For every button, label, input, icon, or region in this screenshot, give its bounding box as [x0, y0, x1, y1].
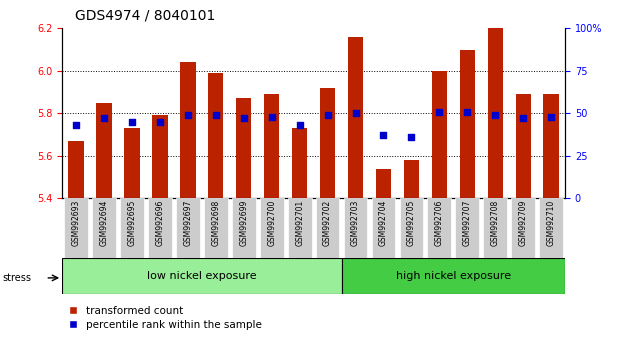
FancyBboxPatch shape	[371, 198, 396, 258]
Point	[518, 115, 528, 121]
Point	[71, 122, 81, 128]
Text: GSM992695: GSM992695	[127, 200, 137, 246]
Bar	[404, 160, 419, 198]
Point	[350, 110, 360, 116]
Text: GSM992699: GSM992699	[239, 200, 248, 246]
Point	[294, 122, 304, 128]
Bar	[543, 94, 559, 198]
FancyBboxPatch shape	[120, 198, 144, 258]
FancyBboxPatch shape	[342, 258, 565, 294]
Point	[266, 114, 276, 120]
FancyBboxPatch shape	[92, 198, 116, 258]
Text: GDS4974 / 8040101: GDS4974 / 8040101	[75, 9, 215, 23]
Text: stress: stress	[2, 273, 32, 283]
Bar	[68, 141, 84, 198]
FancyBboxPatch shape	[399, 198, 424, 258]
Bar	[292, 128, 307, 198]
FancyBboxPatch shape	[288, 198, 312, 258]
Point	[183, 112, 193, 118]
Bar	[152, 115, 168, 198]
Bar	[460, 50, 475, 198]
Point	[406, 134, 416, 140]
FancyBboxPatch shape	[483, 198, 507, 258]
Text: GSM992693: GSM992693	[71, 200, 81, 246]
Text: high nickel exposure: high nickel exposure	[396, 271, 511, 281]
Text: GSM992707: GSM992707	[463, 200, 472, 246]
FancyBboxPatch shape	[64, 198, 88, 258]
Point	[462, 109, 472, 114]
FancyBboxPatch shape	[176, 198, 200, 258]
Text: GSM992696: GSM992696	[155, 200, 165, 246]
Point	[155, 119, 165, 125]
FancyBboxPatch shape	[539, 198, 563, 258]
Point	[211, 112, 220, 118]
Bar	[124, 128, 140, 198]
FancyBboxPatch shape	[455, 198, 479, 258]
Bar	[487, 28, 503, 198]
Bar	[208, 73, 224, 198]
Bar	[96, 103, 112, 198]
Point	[434, 109, 444, 114]
FancyBboxPatch shape	[148, 198, 172, 258]
FancyBboxPatch shape	[232, 198, 256, 258]
Bar	[515, 94, 531, 198]
Bar	[348, 37, 363, 198]
FancyBboxPatch shape	[343, 198, 368, 258]
FancyBboxPatch shape	[62, 258, 342, 294]
Bar	[432, 71, 447, 198]
Text: GSM992706: GSM992706	[435, 200, 444, 246]
FancyBboxPatch shape	[315, 198, 340, 258]
Point	[546, 114, 556, 120]
Text: GSM992698: GSM992698	[211, 200, 220, 246]
FancyBboxPatch shape	[204, 198, 228, 258]
Bar	[376, 169, 391, 198]
Point	[322, 112, 332, 118]
Point	[378, 132, 388, 138]
Point	[238, 115, 248, 121]
Text: low nickel exposure: low nickel exposure	[147, 271, 256, 281]
Text: GSM992704: GSM992704	[379, 200, 388, 246]
Text: GSM992694: GSM992694	[99, 200, 109, 246]
FancyBboxPatch shape	[260, 198, 284, 258]
Text: GSM992703: GSM992703	[351, 200, 360, 246]
Bar	[236, 98, 252, 198]
Point	[490, 112, 500, 118]
Bar	[264, 94, 279, 198]
Legend: transformed count, percentile rank within the sample: transformed count, percentile rank withi…	[67, 306, 262, 330]
Text: GSM992702: GSM992702	[323, 200, 332, 246]
FancyBboxPatch shape	[427, 198, 451, 258]
Bar	[320, 88, 335, 198]
Text: GSM992708: GSM992708	[491, 200, 500, 246]
Text: GSM992701: GSM992701	[295, 200, 304, 246]
Bar	[180, 62, 196, 198]
Point	[99, 115, 109, 121]
Text: GSM992700: GSM992700	[267, 200, 276, 246]
Text: GSM992710: GSM992710	[546, 200, 556, 246]
FancyBboxPatch shape	[511, 198, 535, 258]
Text: GSM992709: GSM992709	[519, 200, 528, 246]
Point	[127, 119, 137, 125]
Text: GSM992705: GSM992705	[407, 200, 416, 246]
Text: GSM992697: GSM992697	[183, 200, 193, 246]
